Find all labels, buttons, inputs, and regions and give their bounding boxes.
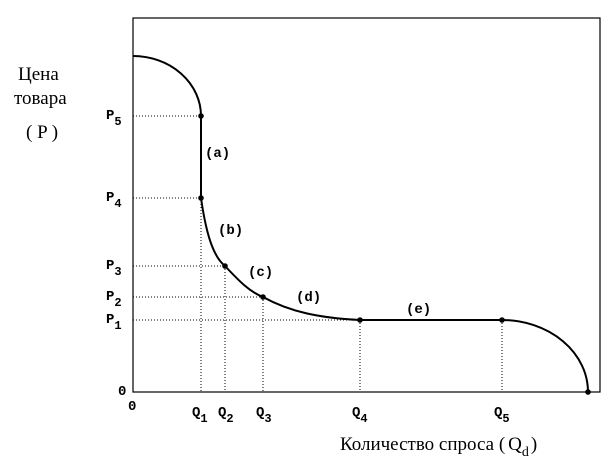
y-tick-label-sub: 2	[114, 296, 121, 310]
point	[198, 195, 204, 201]
y-tick-label-sub: 4	[114, 197, 121, 211]
y-tick-label-base: P	[106, 108, 114, 124]
x-tick-label-base: 0	[128, 399, 136, 415]
x-tick-label-sub: 4	[360, 412, 367, 426]
y-tick-label-sub: 3	[114, 265, 121, 279]
y-tick-label: P5	[106, 108, 122, 129]
point	[198, 113, 204, 119]
x-tick-label: Q4	[352, 405, 368, 426]
segment-label: (d)	[296, 290, 321, 306]
y-tick-label: 0	[118, 384, 126, 400]
x-axis-label: Количество спроса (Qd)	[340, 434, 537, 460]
x-tick-label-base: Q	[352, 405, 360, 421]
segment-label: (c)	[248, 265, 273, 281]
x-tick-label: Q2	[218, 405, 234, 426]
y-tick-label-base: P	[106, 258, 114, 274]
segment-label: (e)	[406, 302, 431, 318]
point	[260, 294, 266, 300]
x-tick-label: Q3	[256, 405, 272, 426]
x-tick-label-base: Q	[256, 405, 264, 421]
y-tick-label-sub: 1	[114, 319, 121, 333]
point	[222, 263, 228, 269]
frame	[132, 17, 601, 393]
x-tick-label-sub: 1	[200, 412, 207, 426]
y-tick-label-base: P	[106, 312, 114, 328]
points	[198, 113, 591, 395]
x-tick-label-sub: 3	[264, 412, 271, 426]
x-tick-label-sub: 5	[502, 412, 509, 426]
x-tick-label-base: Q	[192, 405, 200, 421]
guides	[133, 115, 503, 392]
x-tick-label: Q5	[494, 405, 510, 426]
x-axis-label-sub: d	[522, 445, 529, 460]
y-tick-label-base: 0	[118, 384, 126, 400]
y-tick-label-base: P	[106, 190, 114, 206]
y-axis-label: Цена	[18, 64, 59, 85]
y-axis-label: ( P )	[26, 122, 58, 143]
x-axis-label-symbol: Q	[508, 434, 522, 455]
demand-curve	[132, 55, 589, 393]
y-tick-label: P4	[106, 190, 122, 211]
segment-label: (b)	[218, 223, 243, 239]
x-tick-label: Q1	[192, 405, 208, 426]
x-tick-label-base: Q	[218, 405, 226, 421]
y-tick-label: P2	[106, 289, 122, 310]
y-axis-label: товара	[14, 88, 67, 109]
x-axis-label-open: (	[499, 434, 505, 455]
y-tick-label-sub: 5	[114, 115, 121, 129]
x-axis-label-close: )	[531, 434, 537, 455]
y-tick-label: P1	[106, 312, 122, 333]
point	[357, 317, 363, 323]
point	[499, 317, 505, 323]
x-tick-label-sub: 2	[226, 412, 233, 426]
y-tick-label-base: P	[106, 289, 114, 305]
x-axis-label-text: Количество спроса	[340, 434, 495, 455]
y-tick-label: P3	[106, 258, 122, 279]
segment-label: (a)	[205, 146, 230, 162]
point	[585, 389, 591, 395]
x-tick-label-base: Q	[494, 405, 502, 421]
x-tick-label: 0	[128, 399, 136, 415]
